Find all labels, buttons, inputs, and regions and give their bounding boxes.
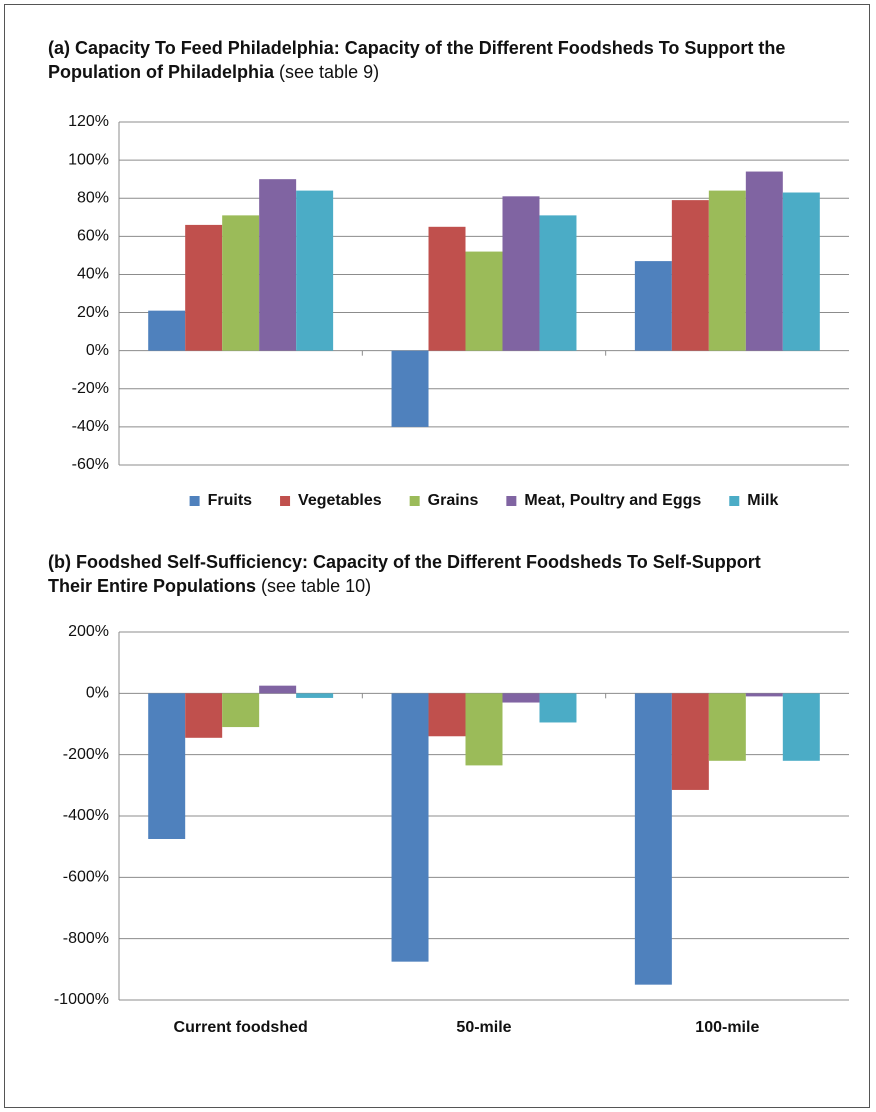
bar <box>222 215 260 351</box>
y-tick-label: -60% <box>72 456 109 473</box>
y-tick-label: 40% <box>77 266 109 283</box>
x-tick-label: 50-mile <box>456 1019 511 1036</box>
bar <box>671 693 709 790</box>
bar <box>185 693 223 738</box>
bar <box>502 693 540 703</box>
legend-label: Milk <box>747 492 778 509</box>
y-tick-label: -600% <box>63 869 109 886</box>
bar <box>148 310 186 351</box>
bar <box>391 693 429 962</box>
y-tick-label: -40% <box>72 418 109 435</box>
legend-swatch <box>189 496 200 506</box>
legend-label: Grains <box>428 492 479 509</box>
bar <box>745 171 783 351</box>
bar <box>502 196 540 351</box>
legend-swatch <box>280 496 291 506</box>
y-tick-label: 120% <box>68 113 109 130</box>
bar <box>634 261 672 351</box>
y-tick-label: -200% <box>63 746 109 763</box>
y-tick-label: -1000% <box>54 991 109 1008</box>
y-tick-label: -800% <box>63 930 109 947</box>
bar <box>708 190 746 351</box>
y-tick-label: 60% <box>77 228 109 245</box>
bar <box>465 251 503 351</box>
bar <box>539 693 577 723</box>
bar <box>465 693 503 766</box>
y-tick-label: 100% <box>68 151 109 168</box>
legend-label: Fruits <box>208 492 253 509</box>
bar <box>671 200 709 351</box>
bar <box>539 215 577 351</box>
title-note: (see table 9) <box>279 62 380 82</box>
bar <box>296 190 334 351</box>
legend-label: Meat, Poultry and Eggs <box>524 492 701 509</box>
x-tick-label: Current foodshed <box>174 1019 308 1036</box>
legend-swatch <box>729 496 740 506</box>
chart-title-a: (a) Capacity To Feed Philadelphia: Capac… <box>48 36 808 84</box>
bar <box>259 179 297 351</box>
y-tick-label: 0% <box>86 342 109 359</box>
bar <box>391 350 429 427</box>
chart-title-b: (b) Foodshed Self-Sufficiency: Capacity … <box>48 550 808 598</box>
bar <box>428 693 466 737</box>
y-tick-label: 0% <box>86 685 109 702</box>
title-note: (see table 10) <box>261 576 372 596</box>
bar <box>782 693 820 761</box>
bar <box>259 685 297 694</box>
legend-label: Vegetables <box>298 492 382 509</box>
legend-swatch <box>409 496 420 506</box>
y-tick-label: -400% <box>63 807 109 824</box>
bar <box>148 693 186 839</box>
title-text: (b) Foodshed Self-Sufficiency: Capacity … <box>48 552 761 596</box>
bar <box>185 224 223 351</box>
bar <box>782 192 820 351</box>
bar <box>634 693 672 985</box>
bar <box>745 693 783 697</box>
y-tick-label: -20% <box>72 380 109 397</box>
frame <box>4 4 870 1108</box>
legend-swatch <box>506 496 517 506</box>
bar <box>428 226 466 351</box>
bar <box>222 693 260 728</box>
bar <box>296 693 334 698</box>
y-tick-label: 20% <box>77 304 109 321</box>
y-tick-label: 80% <box>77 189 109 206</box>
x-tick-label: 100-mile <box>695 1019 759 1036</box>
bar <box>708 693 746 761</box>
y-tick-label: 200% <box>68 623 109 640</box>
title-text: (a) Capacity To Feed Philadelphia: Capac… <box>48 38 786 82</box>
